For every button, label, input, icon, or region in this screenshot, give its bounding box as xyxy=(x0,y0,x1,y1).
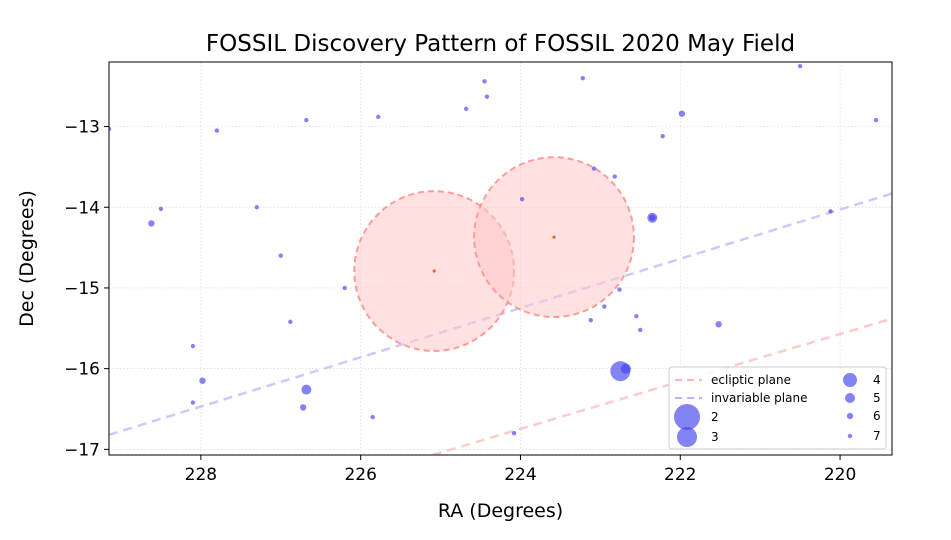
discovery-point-10 xyxy=(304,117,309,123)
discovery-point-37 xyxy=(828,209,833,214)
y-tick-label-0: −13 xyxy=(64,118,100,138)
legend-size-marker-6 xyxy=(846,412,854,420)
discovery-point-12 xyxy=(299,404,307,411)
discovery-point-2 xyxy=(158,206,164,212)
discovery-point-1 xyxy=(148,220,155,227)
discovery-point-28 xyxy=(638,327,643,333)
discovery-points xyxy=(109,63,879,436)
legend-size-entries: 2 3 4 5 6 7 xyxy=(674,373,881,447)
discovery-point-16 xyxy=(463,106,469,112)
legend-invariable-label: invariable plane xyxy=(711,391,807,405)
legend-size-label-7: 7 xyxy=(873,429,881,443)
ecliptic-plane-line xyxy=(432,317,892,455)
discovery-point-26 xyxy=(617,287,622,292)
legend-size-marker-2 xyxy=(674,404,700,430)
discovery-point-3 xyxy=(190,343,196,349)
legend-size-label-6: 6 xyxy=(873,409,881,423)
discovery-point-5 xyxy=(190,400,196,405)
y-tick-label-2: −15 xyxy=(64,279,100,299)
discovery-point-0 xyxy=(109,126,112,132)
discovery-point-23 xyxy=(588,318,593,323)
survey-fields xyxy=(353,156,635,352)
discovery-point-7 xyxy=(254,205,260,210)
x-tick-label-3: 222 xyxy=(664,465,696,485)
x-axis-ticks: 228 226 224 222 220 xyxy=(185,455,856,485)
legend-size-marker-4 xyxy=(843,373,857,387)
legend-size-label-4: 4 xyxy=(873,373,881,387)
discovery-point-18 xyxy=(484,94,490,99)
x-axis-label: RA (Degrees) xyxy=(438,500,563,522)
chart-title: FOSSIL Discovery Pattern of FOSSIL 2020 … xyxy=(206,31,795,57)
discovery-point-4 xyxy=(199,377,206,384)
x-tick-label-1: 226 xyxy=(344,465,376,485)
y-axis-label: Dec (Degrees) xyxy=(16,190,38,327)
discovery-point-24 xyxy=(602,304,607,309)
discovery-point-15 xyxy=(376,114,381,120)
discovery-point-9 xyxy=(288,319,293,325)
discovery-point-14 xyxy=(370,414,375,420)
discovery-point-13 xyxy=(342,285,347,291)
x-tick-label-2: 224 xyxy=(504,465,536,485)
y-tick-label-1: −14 xyxy=(64,198,100,218)
discovery-point-11 xyxy=(301,384,312,395)
discovery-point-35 xyxy=(715,321,722,328)
field-center-1 xyxy=(552,235,556,239)
legend-ecliptic-label: ecliptic plane xyxy=(711,373,791,387)
y-tick-label-4: −17 xyxy=(64,440,100,460)
discovery-point-27 xyxy=(634,313,639,319)
discovery-point-38 xyxy=(873,117,879,123)
discovery-point-22 xyxy=(591,166,597,171)
legend-size-label-2: 2 xyxy=(711,410,719,424)
discovery-point-25 xyxy=(612,174,617,179)
discovery-point-36 xyxy=(797,63,803,69)
discovery-point-19 xyxy=(511,431,517,436)
legend-size-marker-7 xyxy=(847,433,853,439)
discovery-point-30 xyxy=(620,363,631,374)
discovery-point-8 xyxy=(278,253,283,258)
discovery-point-33 xyxy=(660,134,665,139)
discovery-point-32 xyxy=(649,214,656,221)
x-tick-label-4: 220 xyxy=(824,465,856,485)
legend-size-marker-5 xyxy=(845,393,855,403)
field-center-0 xyxy=(432,269,436,273)
discovery-point-6 xyxy=(214,128,220,133)
y-tick-label-3: −16 xyxy=(64,360,100,380)
legend-size-label-3: 3 xyxy=(711,430,719,444)
y-axis-ticks: −13 −14 −15 −16 −17 xyxy=(64,118,109,460)
discovery-point-20 xyxy=(519,196,525,202)
discovery-point-17 xyxy=(482,79,487,84)
x-tick-label-0: 228 xyxy=(185,465,217,485)
plot-frame xyxy=(108,61,893,456)
discovery-point-21 xyxy=(580,75,585,81)
discovery-point-34 xyxy=(678,110,686,117)
legend-box xyxy=(668,366,887,450)
legend-size-marker-3 xyxy=(677,427,697,447)
legend-size-label-5: 5 xyxy=(873,391,881,405)
legend: ecliptic plane invariable plane 2 3 4 5 6 7 xyxy=(668,366,887,450)
